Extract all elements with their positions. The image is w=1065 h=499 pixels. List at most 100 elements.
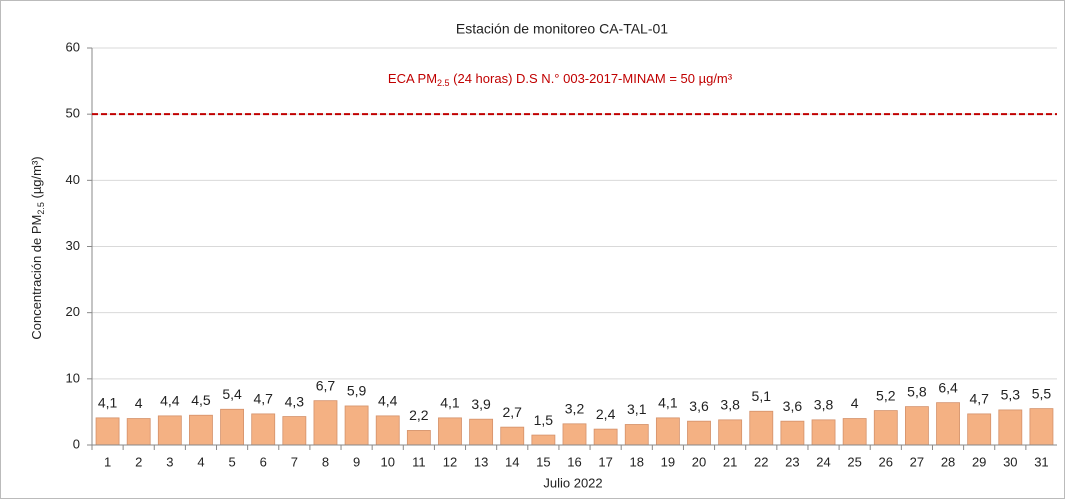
x-tick-label: 17 (598, 454, 612, 469)
x-tick-label: 20 (692, 454, 706, 469)
x-tick-label: 5 (228, 454, 235, 469)
x-tick-label: 6 (260, 454, 267, 469)
bar (718, 419, 743, 446)
bar (344, 405, 369, 446)
x-tick-label: 16 (567, 454, 581, 469)
x-tick-label: 24 (816, 454, 830, 469)
value-label: 4 (135, 395, 143, 411)
value-label: 3,8 (720, 397, 740, 413)
x-tick-label: 3 (166, 454, 173, 469)
x-tick-label: 21 (723, 454, 737, 469)
x-tick-label: 19 (661, 454, 675, 469)
reference-label-part: (24 horas) D.S N.° 003-2017-MINAM = 50 µ… (450, 71, 733, 86)
value-label: 2,4 (596, 406, 616, 422)
bar (842, 418, 867, 446)
x-tick-label: 18 (630, 454, 644, 469)
x-tick-label: 13 (474, 454, 488, 469)
x-tick-label: 12 (443, 454, 457, 469)
bar (95, 417, 120, 446)
bar (126, 418, 151, 446)
value-label: 5,5 (1032, 385, 1052, 401)
y-axis-label-part: Concentración de PM (29, 215, 44, 340)
reference-label-sub: 2.5 (437, 78, 450, 88)
x-tick-label: 2 (135, 454, 142, 469)
value-label: 5,1 (752, 388, 772, 404)
value-label: 4,3 (285, 393, 305, 409)
x-tick-label: 11 (412, 454, 426, 469)
value-label: 1,5 (534, 412, 554, 428)
value-label: 3,1 (627, 401, 647, 417)
reference-label: ECA PM2.5 (24 horas) D.S N.° 003-2017-MI… (388, 71, 733, 88)
bar (438, 417, 462, 446)
reference-label-part: ECA PM (388, 71, 437, 86)
y-tick-label: 20 (66, 304, 80, 319)
value-label: 5,9 (347, 383, 367, 399)
value-label: 2,7 (503, 404, 523, 420)
value-label: 4,1 (658, 395, 678, 411)
value-label: 4,7 (253, 391, 273, 407)
bar (967, 413, 992, 446)
value-label: 5,3 (1001, 387, 1021, 403)
bar (531, 434, 556, 446)
bar (282, 416, 307, 446)
x-tick-label: 29 (972, 454, 986, 469)
x-tick-label: 27 (910, 454, 924, 469)
bar (157, 415, 182, 446)
value-label: 4,4 (160, 393, 180, 409)
bar (687, 420, 711, 446)
bar (220, 408, 244, 446)
value-label: 3,9 (471, 396, 491, 412)
value-label: 5,4 (222, 386, 242, 402)
x-tick-label: 4 (197, 454, 204, 469)
bar (469, 418, 494, 446)
x-tick-label: 22 (754, 454, 768, 469)
bar (749, 410, 774, 446)
y-tick-label: 0 (73, 436, 80, 451)
value-label: 6,4 (938, 379, 958, 395)
x-tick-label: 31 (1034, 454, 1048, 469)
bar (905, 406, 929, 446)
x-tick-label: 15 (536, 454, 550, 469)
bar (375, 415, 400, 446)
y-tick-label: 30 (66, 238, 80, 253)
value-label: 3,2 (565, 401, 585, 417)
x-tick-label: 25 (847, 454, 861, 469)
value-label: 4 (851, 395, 859, 411)
x-tick-label: 10 (380, 454, 394, 469)
bar (251, 413, 276, 446)
value-label: 5,2 (876, 387, 896, 403)
value-label: 3,6 (689, 398, 709, 414)
y-tick-label: 50 (66, 106, 80, 121)
y-axis-label: Concentración de PM2.5 (µg/m³) (29, 156, 46, 339)
y-axis-label-sub: 2.5 (36, 202, 46, 215)
x-tick-label: 8 (322, 454, 329, 469)
value-label: 3,6 (783, 398, 803, 414)
x-tick-label: 30 (1003, 454, 1017, 469)
bar (780, 420, 805, 446)
bar (624, 424, 649, 446)
x-tick-label: 9 (353, 454, 360, 469)
value-label: 5,8 (907, 383, 927, 399)
bar (562, 423, 587, 446)
bar (655, 417, 680, 446)
bar (811, 419, 836, 446)
y-tick-label: 40 (66, 172, 80, 187)
value-label: 4,4 (378, 393, 398, 409)
bar (500, 426, 525, 446)
bar (406, 430, 431, 446)
value-label: 4,1 (440, 395, 460, 411)
x-axis-label: Julio 2022 (543, 475, 602, 490)
bar (313, 400, 338, 446)
value-label: 4,5 (191, 392, 211, 408)
value-label: 4,1 (98, 395, 118, 411)
value-label: 4,7 (969, 391, 989, 407)
x-tick-label: 23 (785, 454, 799, 469)
x-tick-label: 7 (291, 454, 298, 469)
value-label: 6,7 (316, 377, 336, 393)
x-tick-label: 14 (505, 454, 519, 469)
x-tick-label: 28 (941, 454, 955, 469)
x-tick-label: 26 (879, 454, 893, 469)
y-tick-label: 10 (66, 370, 80, 385)
bar (998, 409, 1023, 446)
